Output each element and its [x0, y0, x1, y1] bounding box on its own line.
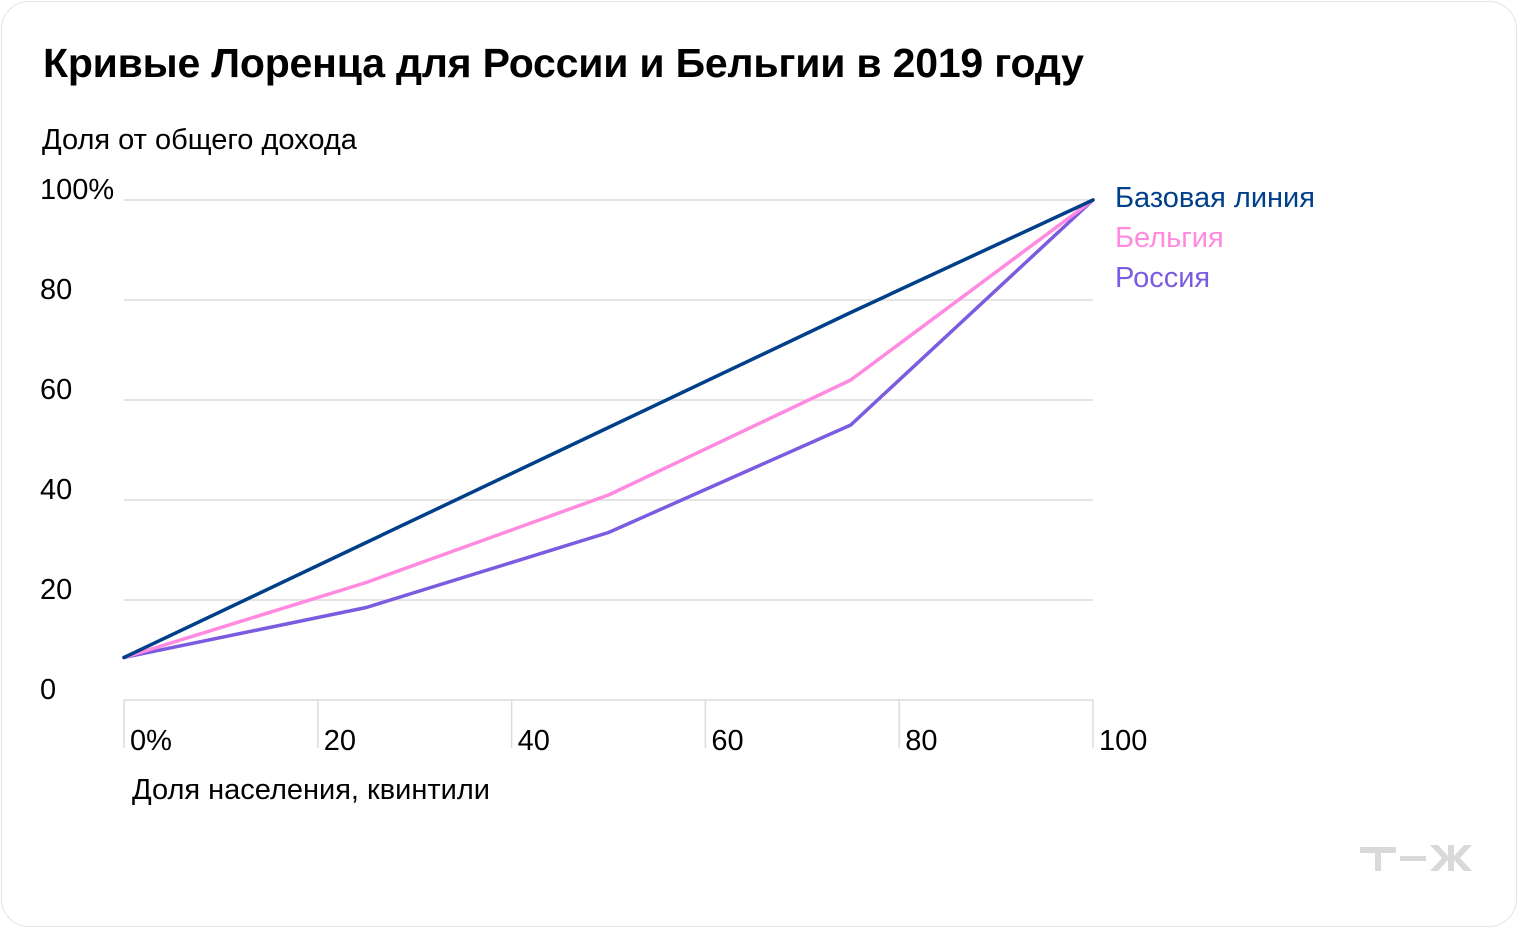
x-tick-label: 100 [1099, 725, 1147, 757]
legend-entry: Базовая линия [1115, 182, 1315, 214]
legend-entry: Россия [1115, 262, 1210, 294]
x-tick-label: 20 [324, 725, 356, 757]
tzh-logo-icon [1360, 845, 1472, 871]
series-line-1 [122, 198, 1095, 660]
y-tick-label: 60 [40, 374, 72, 406]
x-tick-label: 80 [905, 725, 937, 757]
x-tick-label: 40 [518, 725, 550, 757]
chart-title: Кривые Лоренца для России и Бельгии в 20… [43, 40, 1084, 86]
series-line-2 [122, 198, 1095, 660]
y-tick-label: 0 [40, 674, 56, 706]
series-line-0 [122, 198, 1095, 660]
legend-entry: Бельгия [1115, 222, 1224, 254]
y-axis-label: Доля от общего дохода [42, 124, 357, 156]
y-tick-label: 20 [40, 574, 72, 606]
y-tick-label: 80 [40, 274, 72, 306]
y-tick-label: 100% [40, 174, 114, 206]
y-tick-label: 40 [40, 474, 72, 506]
x-tick-label: 0% [130, 725, 172, 757]
x-axis-label: Доля населения, квинтили [132, 774, 490, 806]
x-tick-label: 60 [711, 725, 743, 757]
